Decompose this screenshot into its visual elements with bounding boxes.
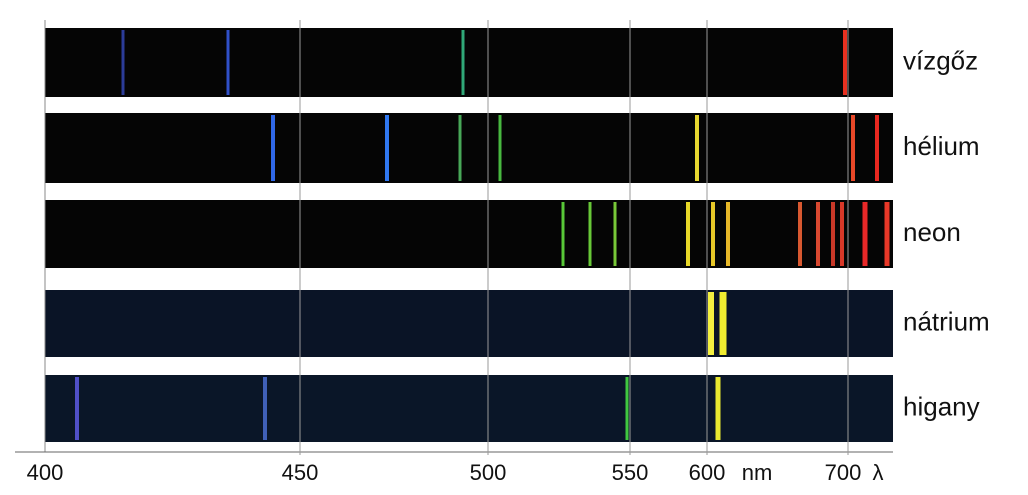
spectrum-label: neon: [903, 217, 961, 247]
axis-label: 500: [470, 460, 507, 485]
spectrum-strip: [45, 290, 893, 357]
spectrum-strip: [45, 28, 893, 97]
emission-line: [726, 202, 730, 266]
axis-label: 450: [282, 460, 319, 485]
emission-line: [122, 30, 125, 95]
axis-label: 400: [27, 460, 64, 485]
axis-label: 700: [825, 460, 862, 485]
emission-line: [875, 115, 879, 181]
emission-line: [708, 292, 714, 355]
spectrum-strip: [45, 200, 893, 268]
emission-line: [271, 115, 275, 181]
emission-line: [686, 202, 690, 266]
emission-line: [843, 30, 847, 95]
emission-line: [626, 377, 629, 440]
emission-line: [816, 202, 820, 266]
emission-line: [499, 115, 502, 181]
axis-label: nm: [742, 460, 773, 485]
emission-line: [462, 30, 465, 95]
emission-line: [885, 202, 890, 266]
spectrum-label: nátrium: [903, 306, 990, 336]
emission-line: [614, 202, 617, 266]
spectrum-strip: [45, 113, 893, 183]
axis-label: λ: [873, 460, 884, 485]
spectrum-label: vízgőz: [903, 45, 978, 75]
emission-line: [863, 202, 868, 266]
emission-line: [589, 202, 592, 266]
emission-line: [263, 377, 267, 440]
spectrum-label: higany: [903, 391, 980, 421]
emission-line: [459, 115, 462, 181]
spectra-figure: vízgőz hélium neon nátrium higany 400 450 500 55…: [0, 0, 1028, 490]
axis-label: 550: [612, 460, 649, 485]
emission-line: [798, 202, 802, 266]
emission-line: [716, 377, 721, 440]
emission-line: [75, 377, 79, 440]
emission-line: [711, 202, 715, 266]
spectrum-strip: [45, 375, 893, 442]
axis-label: 600: [689, 460, 726, 485]
emission-line: [840, 202, 844, 266]
spectrum-label: hélium: [903, 131, 980, 161]
emission-line: [851, 115, 855, 181]
emission-line: [562, 202, 565, 266]
emission-line: [227, 30, 230, 95]
emission-line: [831, 202, 835, 266]
emission-line: [385, 115, 389, 181]
emission-line: [695, 115, 699, 181]
emission-line: [720, 292, 727, 355]
